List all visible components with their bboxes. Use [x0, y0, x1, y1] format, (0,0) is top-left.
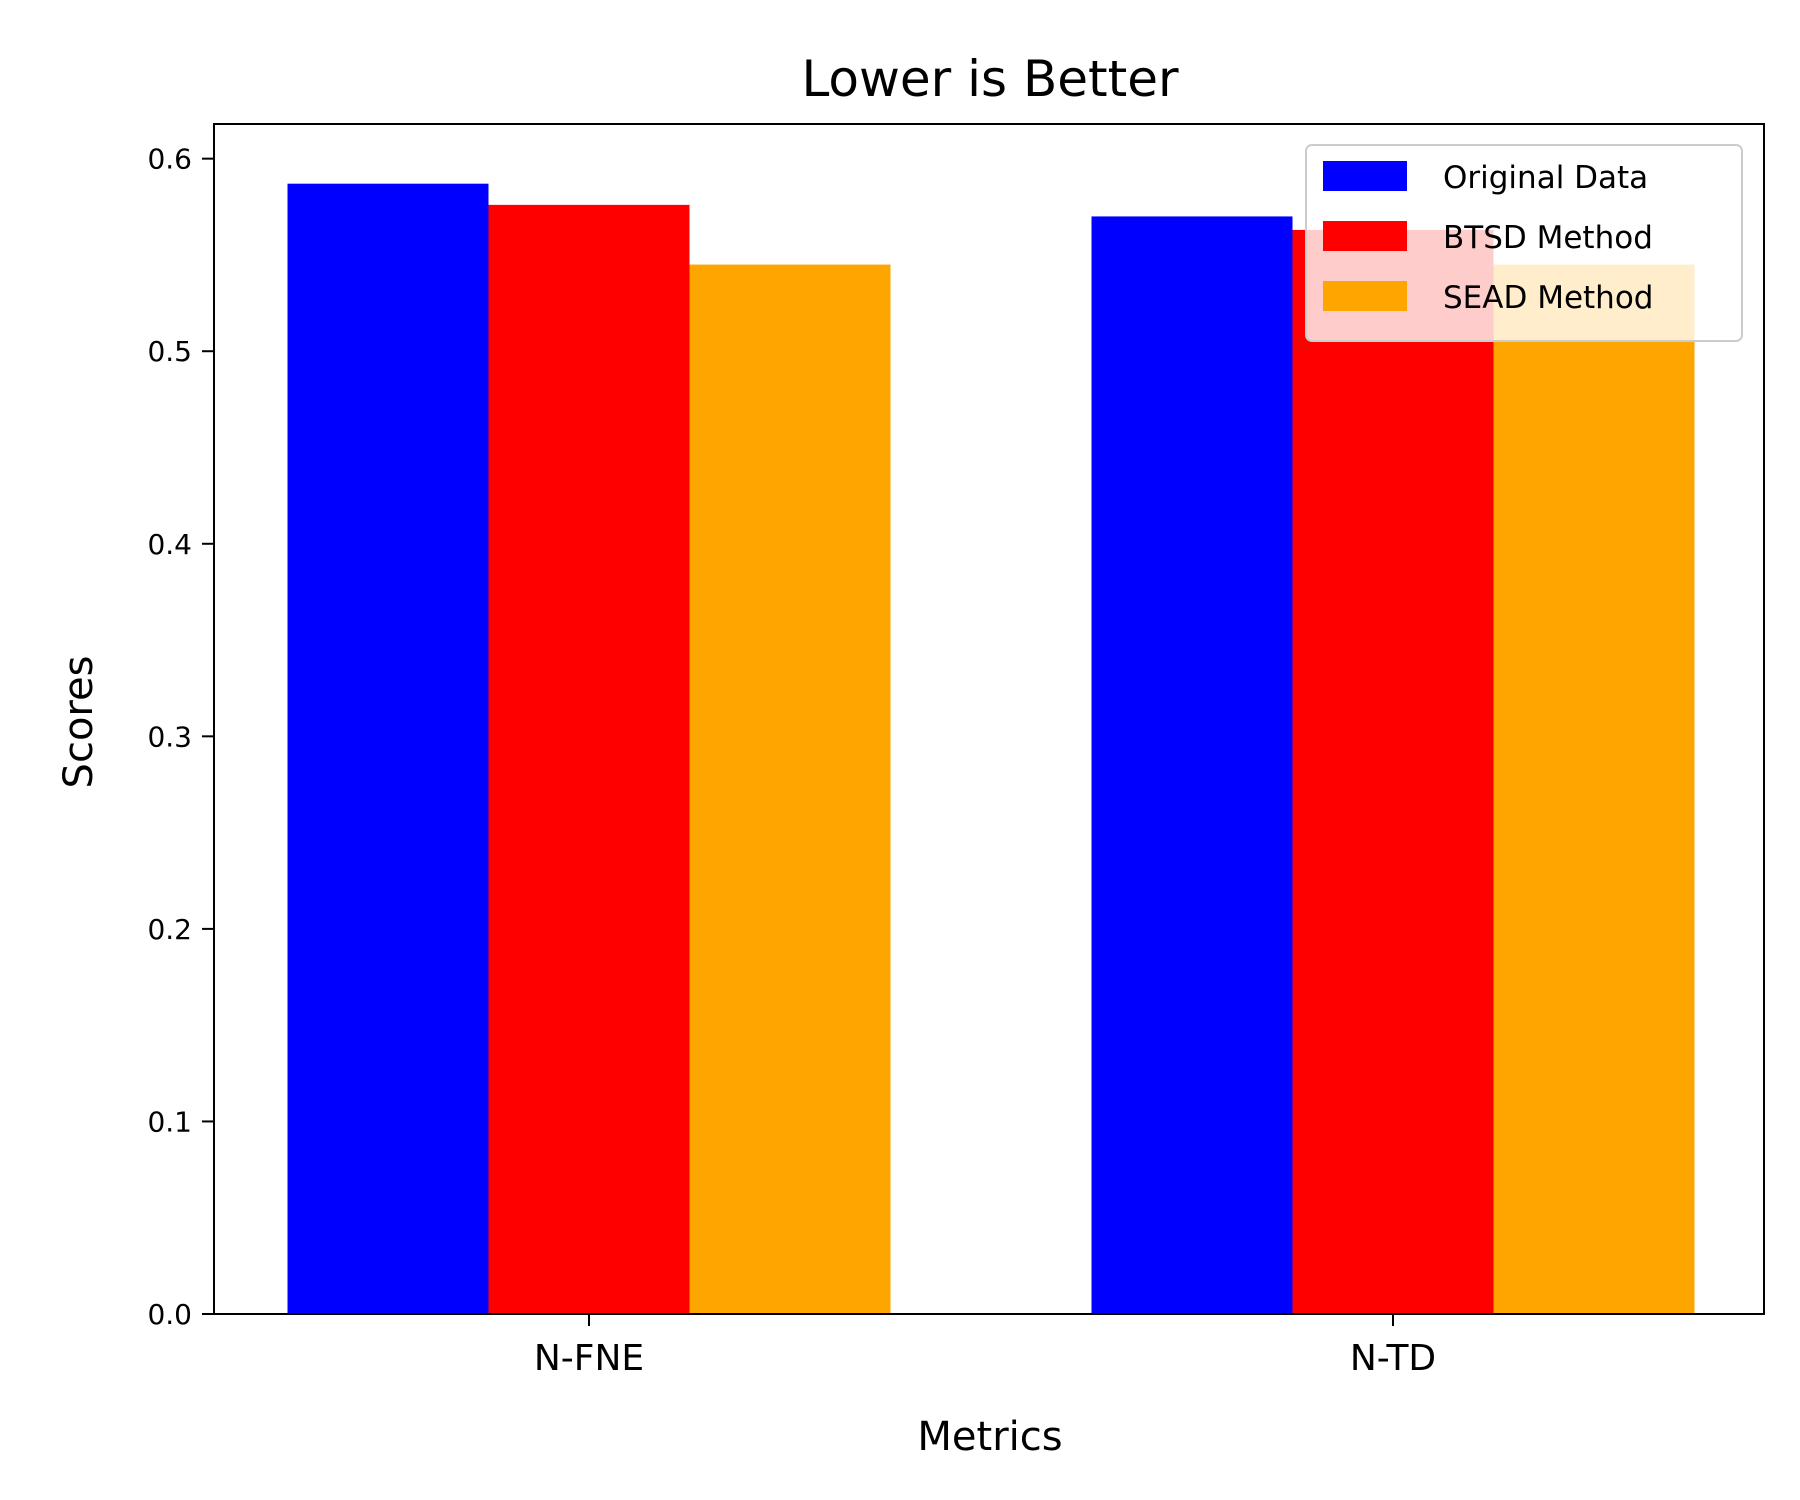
bars-group	[287, 183, 1695, 1315]
y-tick-label: 0.4	[147, 528, 192, 561]
y-tick-label: 0.2	[147, 913, 192, 946]
x-axis: N-FNE N-TD	[534, 1314, 1436, 1379]
plot-frame	[213, 123, 1765, 1315]
legend-label: SEAD Method	[1443, 280, 1653, 316]
y-tick-label: 0.0	[147, 1298, 192, 1331]
bar-btsd-method-n-td	[1292, 229, 1494, 1315]
legend-label: Original Data	[1443, 160, 1648, 196]
x-tick-label: N-FNE	[534, 1338, 644, 1379]
y-tick-label: 0.3	[147, 720, 192, 753]
legend-label: BTSD Method	[1443, 220, 1653, 256]
y-tick-label: 0.6	[147, 143, 192, 176]
y-axis-label: Scores	[56, 656, 102, 789]
bar-original-data-n-td	[1091, 216, 1293, 1314]
bar-sead-method-n-fne	[689, 264, 891, 1314]
y-tick-label: 0.5	[147, 335, 192, 368]
bar-sead-method-n-td	[1493, 264, 1695, 1314]
y-axis: 0.0 0.1 0.2 0.3 0.4 0.5 0.6	[147, 143, 214, 1331]
bar-btsd-method-n-fne	[488, 204, 690, 1314]
x-axis-label: Metrics	[917, 1414, 1062, 1460]
legend-swatch	[1323, 161, 1407, 191]
legend-swatch	[1323, 281, 1407, 311]
legend-swatch	[1323, 221, 1407, 251]
chart-title: Lower is Better	[801, 50, 1179, 108]
y-tick-label: 0.1	[147, 1105, 192, 1138]
bar-original-data-n-fne	[287, 183, 489, 1315]
x-tick-label: N-TD	[1350, 1338, 1436, 1379]
legend: Original Data BTSD Method SEAD Method	[1305, 144, 1743, 342]
legend-box	[1305, 144, 1743, 342]
